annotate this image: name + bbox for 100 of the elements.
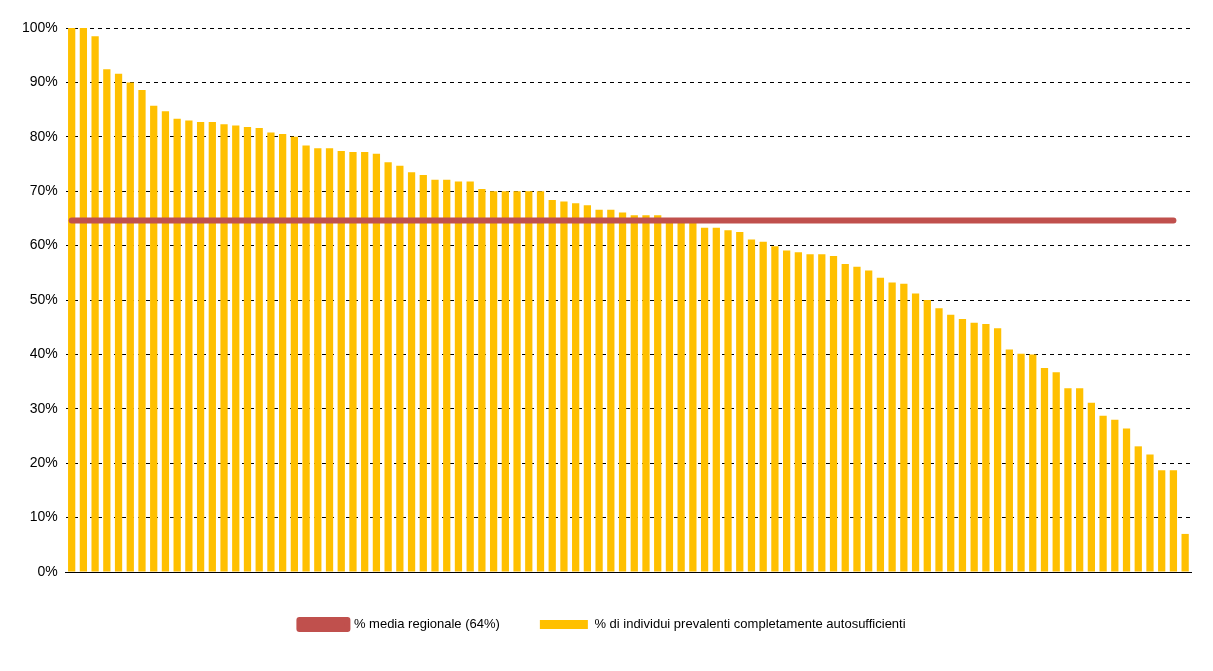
bar [290,136,298,572]
bar [1064,388,1072,572]
y-tick-label: 10% [29,508,58,525]
bar [876,277,885,572]
bar [841,264,849,572]
y-tick-label: 60% [29,236,58,253]
bar [478,189,486,572]
bar [396,165,404,572]
bar [1017,353,1025,572]
bar [1134,446,1142,572]
bar [1158,470,1166,572]
bar [947,314,955,572]
bar [923,300,931,572]
bar [888,282,896,572]
y-tick-label: 90% [29,73,58,90]
bar [759,241,767,572]
y-tick-label: 70% [29,182,58,199]
bar [806,254,814,572]
bar [1052,372,1060,572]
bar [536,191,545,572]
y-tick-label: 80% [29,127,58,144]
y-tick-label: 20% [29,454,58,471]
y-tick-label: 100% [21,18,58,35]
bar [1122,428,1131,572]
bar [138,90,146,572]
bar [1005,349,1013,572]
bar [91,36,99,572]
bar [642,215,650,572]
bar [970,322,978,572]
bar [419,174,427,572]
bar [700,227,709,572]
bar [525,191,533,572]
bar [173,118,181,572]
bar [68,28,76,572]
bar [79,28,88,572]
y-tick-label: 30% [29,399,58,416]
bar [349,152,357,572]
bar [911,293,920,572]
bar [736,232,744,572]
bar [466,181,474,572]
bar [747,239,756,572]
bar [818,254,826,572]
bar [150,105,158,572]
bar [1111,419,1119,572]
bar [771,246,779,572]
bar [1076,388,1084,572]
y-tick-label: 0% [37,562,58,579]
bar [443,179,451,572]
bar [689,222,697,572]
bar [1029,354,1037,572]
bar [1099,415,1107,572]
bar [1181,533,1189,572]
bar [654,215,662,572]
y-tick-label: 50% [29,290,58,307]
bar [607,209,615,572]
bar [560,201,568,572]
bar [279,134,287,572]
bar [314,148,322,572]
bar [337,150,345,572]
bar [114,73,123,572]
bar [958,319,967,572]
bar [126,82,134,572]
bar [255,128,263,572]
bar [1040,368,1049,572]
bar [829,255,838,572]
bar [103,69,111,572]
bar [982,323,990,572]
y-tick-label: 40% [29,345,58,362]
bar [595,209,603,572]
bar [232,125,240,572]
bar [185,120,193,572]
bar [501,191,509,572]
bar [407,172,416,572]
bar [993,328,1002,572]
bar [513,191,521,572]
bar [548,199,556,572]
bar [583,205,592,572]
bar [267,132,275,572]
bar [161,111,170,572]
bar [900,283,908,572]
bar [208,122,216,572]
bar [724,230,732,572]
bar [454,181,463,572]
bar [361,152,369,572]
bar [1169,470,1178,572]
bar [1146,454,1154,572]
bar [630,215,638,572]
bar [1087,402,1096,572]
bar [220,124,228,572]
bar [302,145,310,572]
legend-label: % media regionale (64%) [353,616,500,632]
bar [325,148,334,572]
bar [431,179,439,572]
bar [618,212,627,572]
bar [794,252,802,572]
bar [865,270,873,572]
bar [384,162,392,572]
bar [712,227,720,572]
bar [853,266,861,572]
legend-label: % di individui prevalenti completamente autosufficienti [594,616,906,632]
